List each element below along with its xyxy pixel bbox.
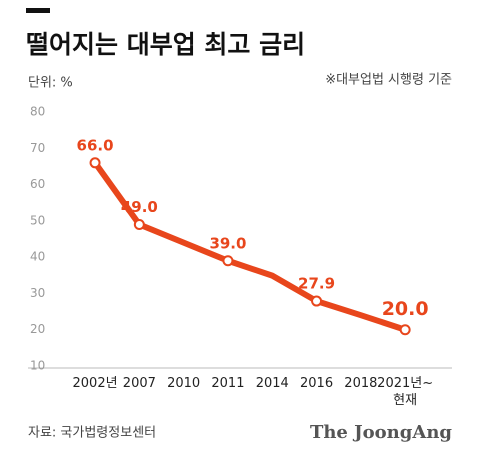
y-tick-label: 50 <box>30 213 45 227</box>
point <box>311 295 323 307</box>
unit-label: 단위: % <box>28 76 73 91</box>
y-tick-label: 10 <box>30 359 45 373</box>
point <box>399 324 411 336</box>
data-label: 39.0 <box>209 234 246 252</box>
point <box>222 255 234 267</box>
point <box>89 157 101 169</box>
x-tick-label: 2018 <box>344 376 378 391</box>
data-label: 66.0 <box>77 136 114 154</box>
y-tick-label: 20 <box>30 322 45 336</box>
x-tick-label: 2014 <box>255 376 289 391</box>
x-tick-label: 2021년~ 현재 <box>377 376 434 408</box>
x-tick-label: 2016 <box>300 376 334 391</box>
brand: The JoongAng <box>310 422 452 443</box>
y-tick-label: 40 <box>30 250 45 264</box>
data-label: 27.9 <box>298 275 335 293</box>
chart-title: 떨어지는 대부업 최고 금리 <box>26 30 305 59</box>
x-tick-label: 2010 <box>167 376 201 391</box>
y-tick-label: 30 <box>30 286 45 300</box>
x-tick-label: 2011 <box>211 376 245 391</box>
note: ※대부업법 시행령 기준 <box>325 72 452 88</box>
data-label: 49.0 <box>121 198 158 216</box>
y-tick-label: 80 <box>30 105 45 119</box>
y-tick-label: 70 <box>30 141 45 155</box>
point <box>133 218 145 230</box>
line <box>92 159 409 333</box>
title-bar <box>26 8 50 13</box>
x-tick-label: 2007 <box>122 376 156 391</box>
source: 자료: 국가법령정보센터 <box>28 426 156 441</box>
data-label: 20.0 <box>382 298 429 320</box>
y-tick-label: 60 <box>30 177 45 191</box>
x-tick-label: 2002년 <box>72 376 118 391</box>
